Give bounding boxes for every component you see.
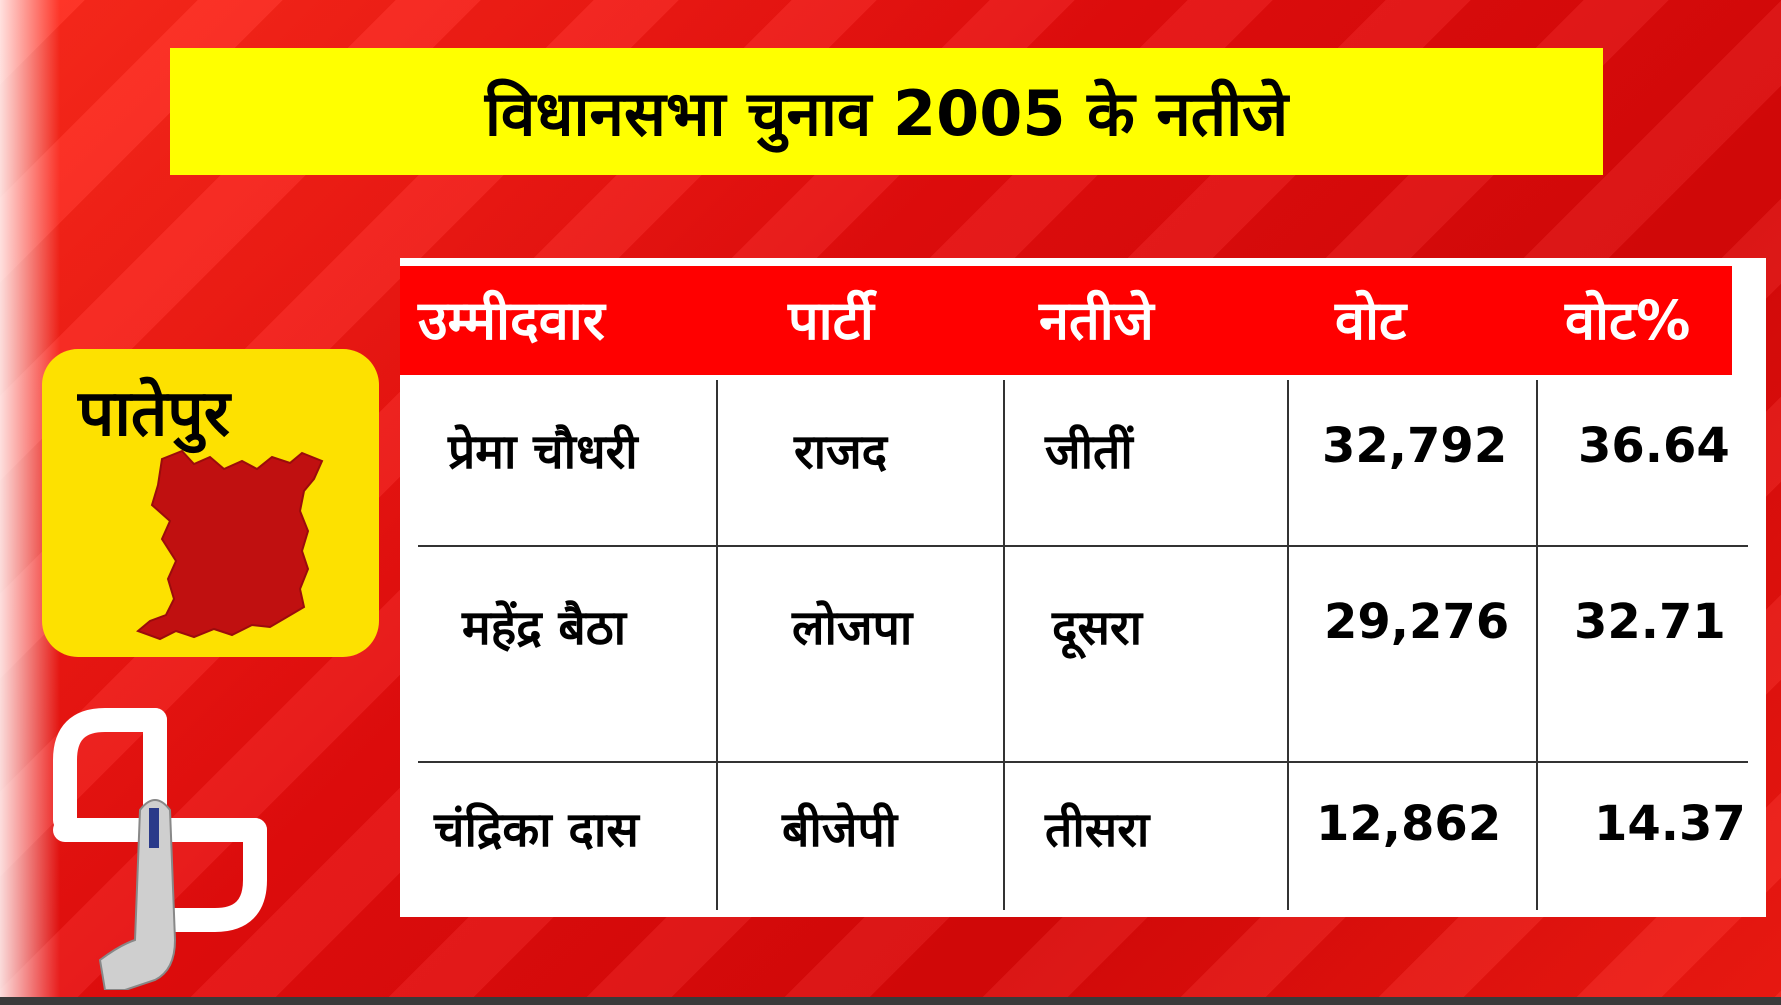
row-divider xyxy=(418,761,1748,763)
election-commission-symbol-icon xyxy=(53,708,267,990)
constituency-card: पातेपुर xyxy=(42,349,379,657)
result-text: जीतीं xyxy=(1045,424,1133,480)
header-votes: वोट xyxy=(1335,289,1407,352)
candidate-name: चंद्रिका दास xyxy=(434,802,639,858)
vote-count: 29,276 xyxy=(1324,594,1510,650)
vote-percent: 32.71 xyxy=(1574,594,1726,650)
candidate-name: प्रेमा चौधरी xyxy=(448,424,638,480)
vote-count: 32,792 xyxy=(1322,418,1508,474)
bottom-strip xyxy=(0,997,1781,1005)
constituency-map-icon xyxy=(136,449,324,641)
row-divider xyxy=(418,545,1748,547)
candidate-name: महेंद्र बैठा xyxy=(462,600,627,656)
result-text: तीसरा xyxy=(1045,802,1150,858)
vote-count: 12,862 xyxy=(1316,796,1502,852)
page-title: विधानसभा चुनाव 2005 के नतीजे xyxy=(484,76,1289,150)
column-divider xyxy=(1536,380,1538,910)
results-table: उम्मीदवार पार्टी नतीजे वोट वोट% प्रेमा च… xyxy=(400,258,1766,917)
vote-percent: 14.37 xyxy=(1594,796,1746,852)
header-candidate: उम्मीदवार xyxy=(418,289,605,352)
party-name: राजद xyxy=(794,424,888,480)
header-result: नतीजे xyxy=(1039,289,1154,352)
column-divider xyxy=(1287,380,1289,910)
result-text: दूसरा xyxy=(1052,600,1143,656)
party-name: लोजपा xyxy=(792,600,913,656)
constituency-name: पातेपुर xyxy=(78,377,230,451)
table-header: उम्मीदवार पार्टी नतीजे वोट वोट% xyxy=(400,266,1732,375)
party-name: बीजेपी xyxy=(782,802,898,858)
vote-percent: 36.64 xyxy=(1578,418,1730,474)
header-vote-percent: वोट% xyxy=(1565,289,1691,352)
column-divider xyxy=(716,380,718,910)
title-banner: विधानसभा चुनाव 2005 के नतीजे xyxy=(170,48,1603,175)
column-divider xyxy=(1003,380,1005,910)
header-party: पार्टी xyxy=(788,289,874,352)
